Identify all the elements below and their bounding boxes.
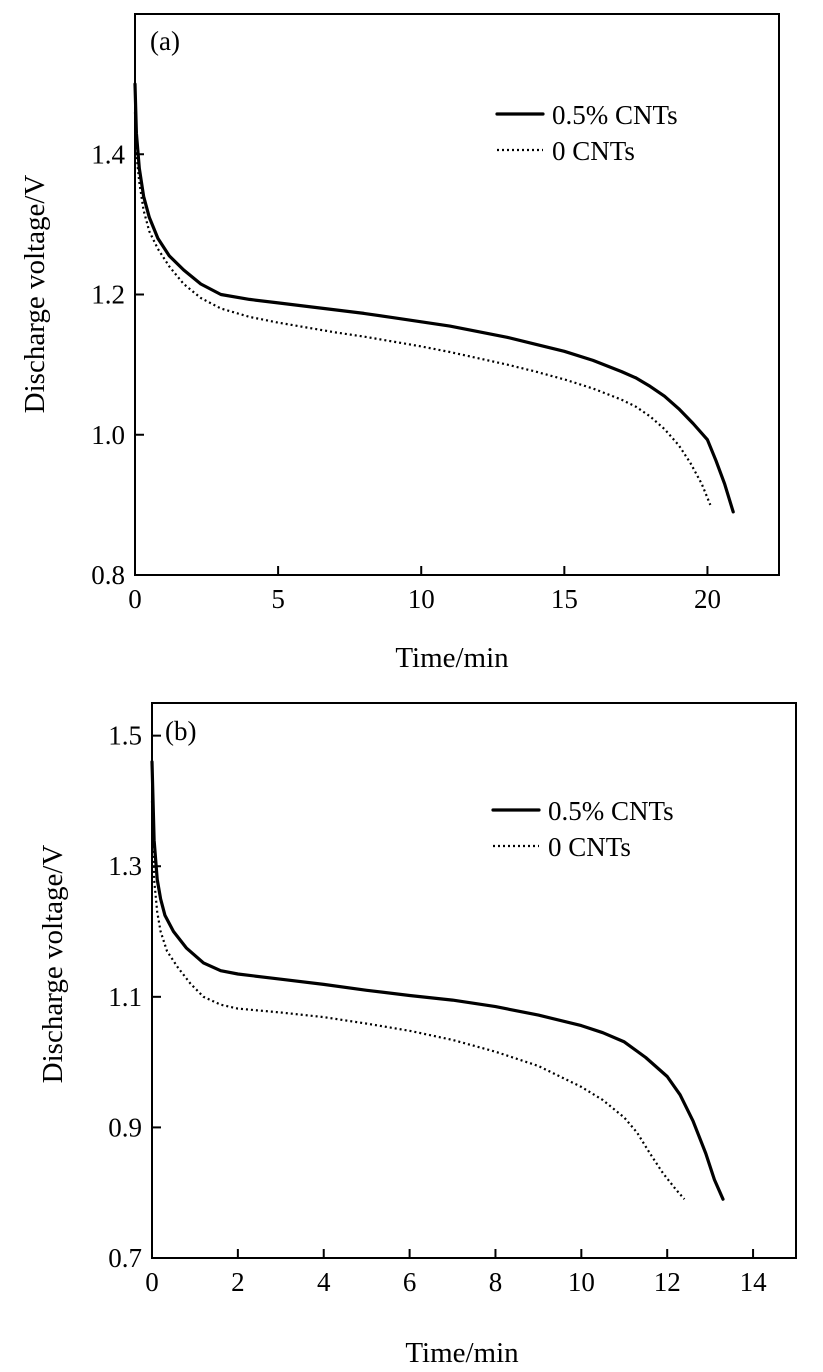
y-ticks-b: 0.7 0.9 1.1 1.3 1.5 (108, 721, 161, 1273)
panel-a: (a) Discharge voltage/V Time/min 0 5 10 15 2… (19, 13, 780, 674)
panel-b: (b) Discharge voltage/V Time/min 0 2 4 6 8 10… (37, 702, 797, 1369)
x-tick-label-a: 5 (271, 584, 285, 614)
x-ticks-b: 0 2 4 6 8 10 12 14 (145, 1249, 767, 1297)
x-tick-label-b: 2 (231, 1267, 245, 1297)
x-tick-label-a: 10 (408, 584, 435, 614)
series-group-b (150, 760, 725, 1201)
plot-frame-a (134, 13, 780, 576)
y-tick-label-b: 1.1 (108, 982, 142, 1012)
series-line-dotted-b (150, 800, 686, 1200)
panel-label-a: (a) (150, 26, 180, 56)
x-tick-label-b: 0 (145, 1267, 159, 1297)
x-tick-label-b: 8 (489, 1267, 503, 1297)
x-tick-label-b: 14 (740, 1267, 768, 1297)
x-tick-label-b: 12 (654, 1267, 681, 1297)
series-line-solid-a (133, 82, 735, 514)
y-axis-title-a: Discharge voltage/V (19, 175, 51, 414)
x-tick-label-b: 10 (568, 1267, 595, 1297)
x-ticks-a: 0 5 10 15 20 (128, 566, 721, 614)
y-axis-title-b: Discharge voltage/V (37, 845, 69, 1084)
y-tick-label-a: 1.4 (91, 139, 125, 169)
series-line-dotted-a (133, 112, 712, 506)
x-tick-label-a: 20 (694, 584, 721, 614)
panel-label-b: (b) (165, 716, 196, 746)
legend-label-solid-b: 0.5% CNTs (548, 796, 674, 826)
legend-label-dotted-b: 0 CNTs (548, 832, 631, 862)
series-group-a (133, 82, 735, 514)
y-ticks-a: 0.8 1.0 1.2 1.4 (91, 139, 144, 590)
plot-frame-b (151, 702, 797, 1259)
y-tick-label-b: 0.9 (108, 1112, 142, 1142)
x-axis-title-a: Time/min (395, 642, 509, 674)
y-tick-label-a: 0.8 (91, 560, 125, 590)
y-tick-label-b: 1.5 (108, 721, 142, 751)
legend-label-solid-a: 0.5% CNTs (552, 100, 678, 130)
y-tick-label-b: 0.7 (108, 1243, 142, 1273)
x-tick-label-b: 4 (317, 1267, 331, 1297)
legend-label-dotted-a: 0 CNTs (552, 136, 635, 166)
legend-b: 0.5% CNTs 0 CNTs (491, 796, 674, 862)
x-tick-label-a: 0 (128, 584, 142, 614)
x-tick-label-a: 15 (551, 584, 578, 614)
legend-a: 0.5% CNTs 0 CNTs (495, 100, 678, 166)
y-tick-label-a: 1.0 (91, 420, 125, 450)
y-tick-label-b: 1.3 (108, 851, 142, 881)
x-axis-title-b: Time/min (405, 1337, 519, 1369)
x-tick-label-b: 6 (403, 1267, 417, 1297)
series-line-solid-b (150, 760, 725, 1201)
y-tick-label-a: 1.2 (91, 280, 125, 310)
